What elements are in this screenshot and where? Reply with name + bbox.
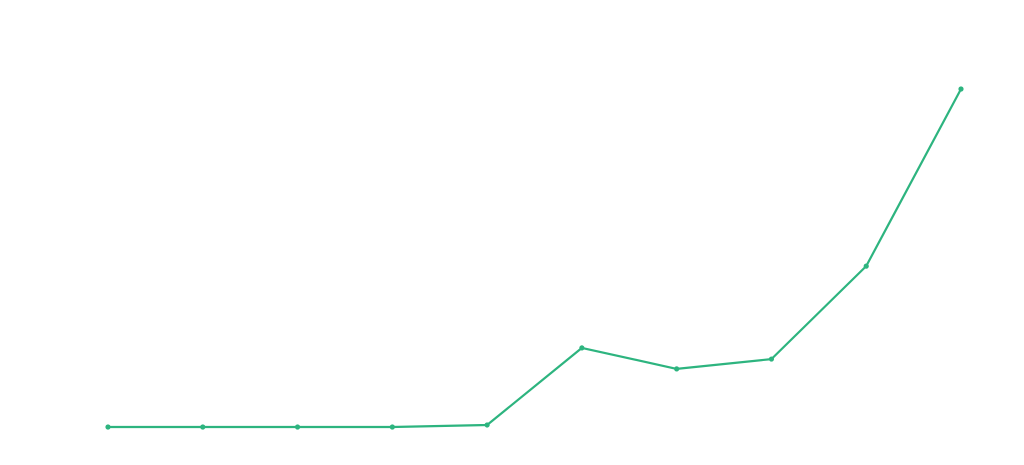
data-point [484, 422, 490, 428]
data-point [579, 345, 585, 351]
data-line [108, 88, 962, 429]
data-point [105, 424, 111, 430]
data-point [200, 424, 206, 430]
data-point [674, 366, 680, 372]
data-point [389, 424, 395, 430]
data-point [958, 86, 964, 92]
data-point [294, 424, 301, 430]
data-point [768, 356, 775, 362]
data-point [863, 263, 869, 269]
